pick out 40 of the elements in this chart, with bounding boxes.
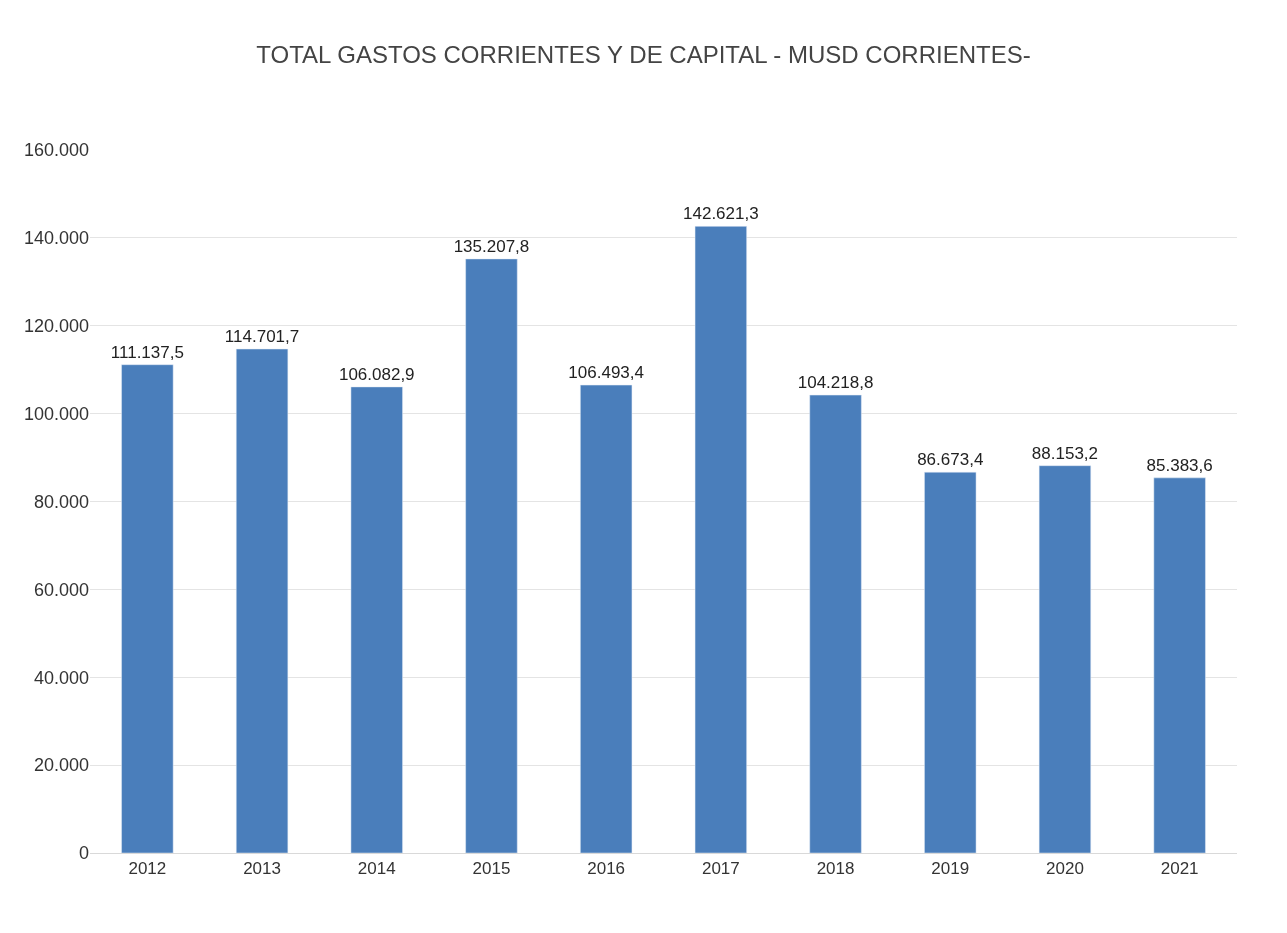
bar [1038,465,1092,853]
y-tick-label: 0 [78,843,89,864]
data-label: 142.621,3 [683,204,759,224]
data-label: 111.137,5 [110,342,184,362]
y-tick-label: 100.000 [23,403,89,424]
bar [924,471,977,853]
data-label: 106.493,4 [568,363,644,383]
y-tick-label: 40.000 [33,667,89,688]
chart-title: TOTAL GASTOS CORRIENTES Y DE CAPITAL - MUSD CORRIENTES- [256,41,1031,69]
y-tick-label: 60.000 [33,579,89,600]
x-tick-label: 2020 [1046,859,1084,879]
x-tick-label: 2015 [472,859,511,879]
y-tick-label: 20.000 [33,755,89,776]
bar [235,348,289,853]
data-label: 114.701,7 [224,327,300,347]
data-label: 104.218,8 [797,373,874,393]
x-tick-label: 2016 [587,859,626,879]
x-tick-label: 2019 [931,859,970,879]
data-label: 88.153,2 [1031,443,1099,463]
bar [809,394,862,853]
x-tick-label: 2021 [1160,859,1199,879]
y-tick-label: 140.000 [23,228,89,249]
y-tick-label: 120.000 [23,316,89,337]
data-label: 135.207,8 [453,236,530,256]
data-label: 85.383,6 [1146,455,1213,475]
bar [694,226,747,853]
bar [121,364,174,853]
data-label: 86.673,4 [917,450,984,470]
x-tick-label: 2017 [701,859,740,879]
x-tick-label: 2013 [243,859,281,879]
y-tick-label: 160.000 [23,140,89,161]
x-tick-label: 2012 [128,859,167,879]
bar [350,386,403,853]
bar [580,384,633,853]
bar [1153,477,1206,853]
x-tick-label: 2014 [357,859,396,879]
x-tick-label: 2018 [816,859,855,879]
y-tick-label: 80.000 [33,491,89,512]
bar [465,258,518,853]
data-label: 106.082,9 [338,364,415,384]
